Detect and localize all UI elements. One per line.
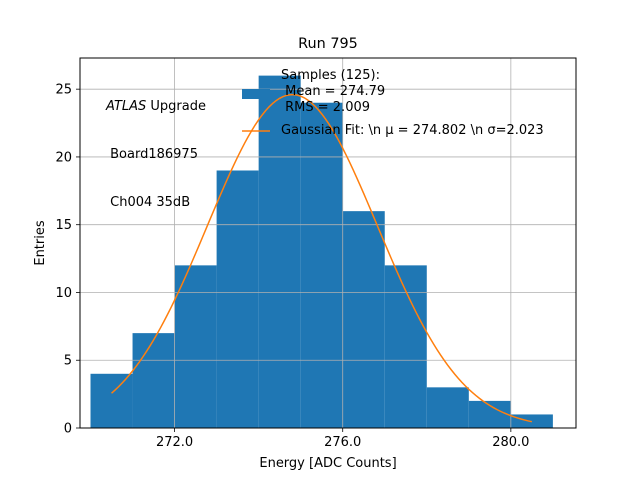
upgrade-word: Upgrade [146,99,206,114]
histogram-bar [132,333,175,428]
histogram-bar [90,373,133,428]
gaussian-fit-line [111,93,533,423]
histogram-bar [216,170,259,428]
histogram-bar [300,102,343,428]
plot-frame [79,57,577,429]
atlas-annotation: ATLAS Upgrade Board186975 Ch004 35dB [106,67,206,227]
legend [242,89,270,132]
y-tick-label: 5 [64,354,72,369]
histogram-bars [90,75,553,428]
y-tick-label: 15 [55,218,72,233]
y-tick-label: 10 [55,286,72,301]
x-tick-label: 276.0 [324,435,361,450]
legend-label-samples: Samples (125): Mean = 274.79 RMS = 2.009 [281,68,386,115]
annotation-line-1: ATLAS Upgrade [106,99,206,115]
x-tick-label: 280.0 [492,435,529,450]
histogram-bar [258,75,301,428]
x-axis-label: Energy [ADC Counts] [259,456,396,471]
gaussian-fit [111,93,533,423]
annotation-line-3: Ch004 35dB [106,195,191,210]
y-tick-label: 25 [55,83,72,98]
histogram-bar [426,387,469,428]
y-tick-label: 20 [55,150,72,165]
y-axis-label: Entries [33,220,48,266]
legend-handle-samples [242,89,270,99]
annotation-line-2: Board186975 [106,147,198,162]
x-tick-label: 272.0 [156,435,193,450]
y-tick-label: 0 [64,422,72,437]
histogram-bar [174,265,217,428]
atlas-word: ATLAS [106,99,147,114]
chart-title: Run 795 [298,36,358,52]
axis-ticks: 272.0 276.0 280.0 0 5 10 15 20 25 [55,83,529,450]
legend-label-gaussian-fit: Gaussian Fit: \n μ = 274.802 \n σ=2.023 [281,123,544,138]
histogram-bar [342,211,385,428]
